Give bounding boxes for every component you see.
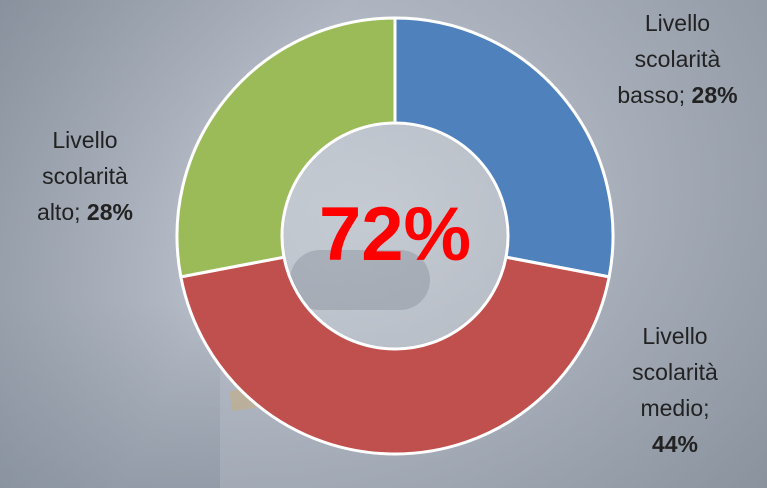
label-basso-percent: 28% [691,82,738,108]
label-basso: Livello scolarità basso; 28% [590,5,765,113]
label-medio-line3: medio; [640,395,710,421]
donut-slice-basso [393,16,615,279]
center-percentage: 72% [318,192,472,277]
label-basso-line3: basso; 28% [590,77,765,113]
donut-slice-medio [179,255,611,456]
donut-hole [284,125,506,347]
label-medio-line2: scolarità [632,359,718,385]
label-medio-percent: 44% [651,431,699,457]
label-alto-line3: alto; 28% [0,194,170,230]
label-alto-line1: Livello [52,127,118,153]
label-medio: Livello scolarità medio; 44% [590,318,760,462]
label-alto-percent: 28% [86,199,133,225]
background-blur-shape [290,250,430,310]
label-alto: Livello scolarità alto; 28% [0,122,170,230]
label-basso-line2: scolarità [634,46,721,72]
label-alto-category: alto; [37,199,81,225]
label-basso-line1: Livello [644,10,711,36]
label-alto-line2: scolarità [42,163,128,189]
label-medio-line1: Livello [642,323,708,349]
donut-slice-alto [175,16,397,279]
label-basso-category: basso; [617,82,686,108]
background-blur-corner [0,300,220,488]
